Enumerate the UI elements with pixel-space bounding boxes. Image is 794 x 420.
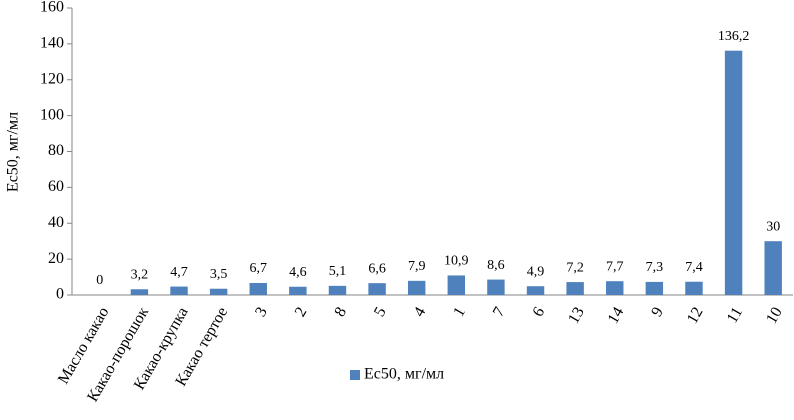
bar <box>209 288 228 295</box>
y-tick-label: 20 <box>48 250 64 267</box>
bar <box>407 280 426 295</box>
bar <box>526 286 545 295</box>
value-label: 0 <box>96 273 103 288</box>
value-label: 4,7 <box>170 265 188 280</box>
bar <box>368 283 386 295</box>
y-tick-label: 140 <box>40 35 64 52</box>
bar <box>685 281 703 295</box>
value-label: 30 <box>766 219 780 234</box>
bar <box>170 286 188 295</box>
bar <box>566 282 584 295</box>
legend-label: Ec50, мг/мл <box>364 366 444 383</box>
bar <box>487 279 505 295</box>
value-label: 7,9 <box>408 259 426 274</box>
value-label: 6,7 <box>250 261 268 276</box>
bar <box>447 275 466 295</box>
value-label: 3,2 <box>131 267 149 282</box>
y-tick-label: 80 <box>48 142 64 159</box>
x-tick-label: 4 <box>411 304 430 319</box>
y-tick-label: 40 <box>48 214 64 231</box>
value-label: 3,5 <box>210 267 228 282</box>
bar <box>724 50 743 295</box>
legend-swatch <box>350 370 360 380</box>
x-tick-label: 12 <box>684 304 707 326</box>
value-label: 7,7 <box>606 259 624 274</box>
value-label: 5,1 <box>329 264 347 279</box>
x-tick-label: 8 <box>331 304 350 319</box>
y-tick-label: 100 <box>40 106 64 123</box>
bar <box>130 289 149 295</box>
value-label: 4,6 <box>289 265 307 280</box>
bar <box>289 286 307 295</box>
x-tick-label: 6 <box>529 304 548 319</box>
x-tick-label: 10 <box>763 304 786 326</box>
value-label: 10,9 <box>444 254 469 269</box>
y-tick-label: 120 <box>40 70 64 87</box>
x-tick-label: 13 <box>565 304 588 326</box>
y-tick-label: 60 <box>48 178 64 195</box>
value-label: 4,9 <box>527 264 545 279</box>
bar <box>764 241 782 295</box>
x-tick-label: 11 <box>724 304 746 326</box>
y-tick-label: 0 <box>56 286 64 303</box>
value-label: 136,2 <box>718 29 750 44</box>
bar <box>606 281 624 295</box>
x-tick-label: 7 <box>490 304 509 319</box>
x-tick-label: 5 <box>371 304 390 319</box>
x-tick-label: 9 <box>648 304 667 319</box>
value-label: 8,6 <box>487 258 505 273</box>
bar <box>645 281 664 295</box>
x-tick-label: 14 <box>605 304 628 326</box>
y-tick-label: 160 <box>40 0 64 16</box>
y-axis-title: Ec50, мг/мл <box>5 112 22 192</box>
value-label: 7,3 <box>646 260 664 275</box>
value-label: 7,2 <box>566 260 584 275</box>
bar <box>249 282 267 295</box>
x-tick-label: 3 <box>252 304 271 319</box>
bar <box>328 285 347 295</box>
x-tick-label: 2 <box>292 304 311 319</box>
value-label: 7,4 <box>685 260 703 275</box>
value-label: 6,6 <box>368 261 386 276</box>
x-tick-label: 1 <box>450 304 469 319</box>
